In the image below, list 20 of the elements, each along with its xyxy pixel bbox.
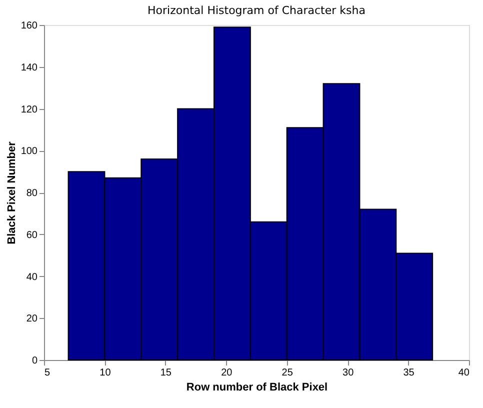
y-tick-label: 60 (26, 230, 38, 241)
y-tick-label: 0 (32, 356, 38, 366)
x-tick-label: 10 (100, 368, 112, 378)
x-tick-label: 25 (282, 368, 294, 378)
y-tick-label: 120 (20, 104, 38, 116)
y-axis-title: Black Pixel Number (6, 140, 18, 244)
y-tick-label: 80 (26, 188, 38, 199)
x-tick-label: 30 (342, 368, 354, 378)
x-tick-label: 20 (221, 368, 233, 378)
chart-title: Horizontal Histogram of Character ksha (148, 4, 366, 17)
y-tick-label: 140 (20, 62, 38, 74)
y-tick-label: 160 (20, 20, 38, 32)
x-tick-label: 40 (458, 368, 470, 378)
x-tick-label: 5 (44, 368, 50, 378)
y-tick-label: 40 (26, 272, 38, 283)
y-tick-label: 20 (26, 314, 38, 325)
x-tick-label: 15 (160, 368, 172, 378)
y-tick-label: 100 (20, 146, 38, 158)
x-tick-label: 35 (403, 368, 415, 378)
x-axis-title: Row number of Black Pixel (186, 382, 328, 394)
